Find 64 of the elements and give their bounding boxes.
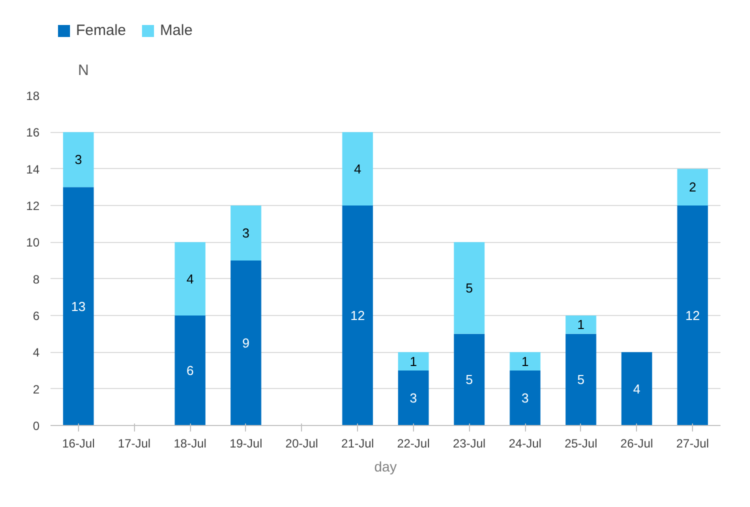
y-tick-label: 6 [32,309,40,323]
bar [342,206,373,426]
x-tick-label: 23-Jul [452,436,486,450]
y-tick-label: 0 [32,419,40,433]
data-label: 5 [466,372,473,388]
y-tick-label: 16 [26,126,40,140]
bar [174,316,206,426]
bar [230,260,262,426]
data-label: 12 [685,308,700,323]
y-tick-label: 14 [26,162,40,176]
bar [566,316,596,334]
y-tick-label: 2 [32,382,40,396]
legend-label: Male [159,21,193,41]
bar [510,352,540,370]
data-label: 12 [350,308,365,323]
x-tick-label: 16-Jul [62,436,95,450]
bar [677,206,708,426]
x-tick-label: 25-Jul [564,436,598,450]
legend-label: Female [75,21,126,41]
data-label: 3 [521,390,529,406]
data-label: 13 [71,298,86,314]
data-label: 3 [74,152,82,168]
data-label: 6 [186,363,194,378]
y-axis-title: N [78,62,89,79]
bar [342,132,373,206]
x-tick-label: 18-Jul [174,436,206,450]
bar [63,132,94,188]
x-tick-label: 26-Jul [620,436,654,450]
bar [677,168,708,206]
y-tick-label: 12 [26,199,40,213]
bar [174,242,206,316]
bar [230,206,262,260]
x-tick-label: 21-Jul [341,436,374,450]
bar [566,334,596,426]
y-tick-label: 10 [26,236,40,250]
x-tick-label: 19-Jul [230,436,262,450]
y-tick-label: 18 [26,89,40,103]
x-tick-label: 20-Jul [285,436,318,450]
bar [398,370,429,426]
y-tick-label: 8 [32,272,40,286]
data-label: 4 [354,161,362,176]
bar [510,370,540,426]
bar [454,242,485,334]
data-label: 4 [186,271,194,286]
data-label: 3 [410,390,418,406]
data-label: 4 [633,381,640,396]
y-tick-label: 4 [32,346,40,360]
x-tick-label: 17-Jul [118,436,151,450]
data-label: 1 [521,354,529,369]
data-label: 1 [410,354,418,369]
data-label: 5 [466,280,473,296]
x-tick-label: 24-Jul [508,436,542,450]
x-axis-title: day [374,458,397,474]
data-label: 9 [242,336,250,350]
data-label: 3 [242,226,250,240]
data-label: 2 [688,180,696,195]
data-label: 1 [577,317,585,332]
bar [398,352,429,370]
x-tick-label: 22-Jul [397,436,430,450]
bar [63,187,94,426]
x-tick-label: 27-Jul [676,436,709,450]
data-label: 5 [577,372,585,388]
bar [621,352,652,426]
bar [454,334,485,426]
